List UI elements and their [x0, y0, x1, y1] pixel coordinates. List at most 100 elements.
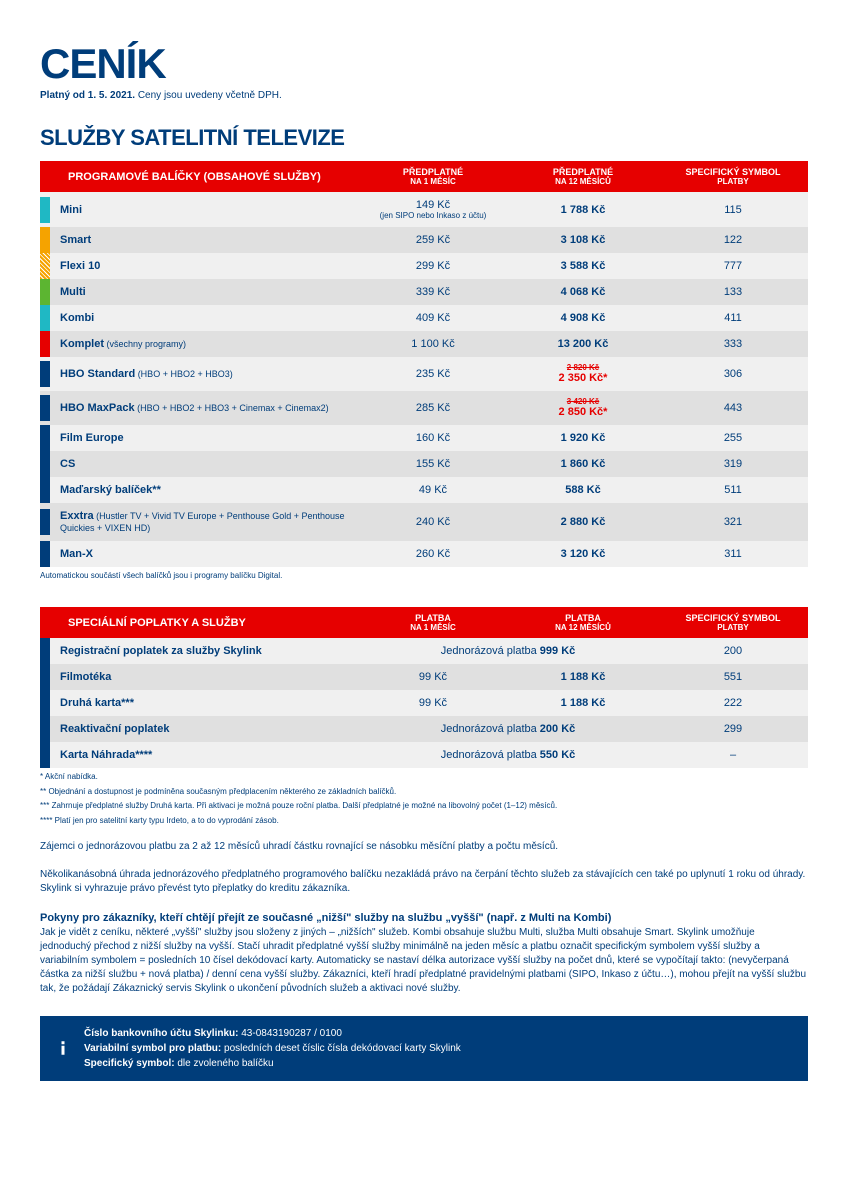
price-1m-cell: 235 Kč	[358, 357, 508, 391]
color-swatch	[40, 541, 50, 567]
price-12m-cell: 3 588 Kč	[508, 253, 658, 279]
page-subtitle: Platný od 1. 5. 2021. Ceny jsou uvedeny …	[40, 90, 808, 101]
package-name-cell: HBO MaxPack (HBO + HBO2 + HBO3 + Cinemax…	[50, 391, 358, 425]
merged-price-cell: Jednorázová platba 200 Kč	[358, 716, 658, 742]
color-swatch	[40, 509, 50, 535]
color-swatch	[40, 638, 50, 664]
package-name-cell: Mini	[50, 192, 358, 227]
symbol-cell: 411	[658, 305, 808, 331]
color-swatch	[40, 664, 50, 690]
price-12m-cell: 1 188 Kč	[508, 690, 658, 716]
fee-name-cell: Karta Náhrada****	[50, 742, 358, 768]
header-col-2: PLATBANA 1 MĚSÍC	[358, 607, 508, 638]
fees-footnote: *** Zahrnuje předplatné služby Druhá kar…	[40, 801, 808, 811]
table-row: Man-X260 Kč3 120 Kč311	[40, 541, 808, 567]
symbol-cell: 306	[658, 357, 808, 391]
price-1m-cell: 49 Kč	[358, 477, 508, 503]
table-row: Registrační poplatek za služby SkylinkJe…	[40, 638, 808, 664]
header-col-3: PLATBANA 12 MĚSÍCŮ	[508, 607, 658, 638]
package-name-cell: Man-X	[50, 541, 358, 567]
table-header-row: PROGRAMOVÉ BALÍČKY (OBSAHOVÉ SLUŽBY) PŘE…	[40, 161, 808, 192]
body-para-1: Zájemci o jednorázovou platbu za 2 až 12…	[40, 840, 808, 854]
package-name-cell: Exxtra (Hustler TV + Vivid TV Europe + P…	[50, 503, 358, 541]
body-para-3: Jak je vidět z ceníku, některé „vyšší" s…	[40, 926, 808, 996]
header-col-4: SPECIFICKÝ SYMBOLPLATBY	[658, 607, 808, 638]
package-name-cell: Maďarský balíček**	[50, 477, 358, 503]
table-row: Komplet (všechny programy)1 100 Kč13 200…	[40, 331, 808, 357]
price-1m-cell: 285 Kč	[358, 391, 508, 425]
header-col-3: PŘEDPLATNÉNA 12 MĚSÍCŮ	[508, 161, 658, 192]
price-12m-cell: 1 860 Kč	[508, 451, 658, 477]
price-1m-cell: 260 Kč	[358, 541, 508, 567]
price-12m-cell: 3 108 Kč	[508, 227, 658, 253]
color-swatch	[40, 227, 50, 253]
symbol-cell: 333	[658, 331, 808, 357]
packages-table: PROGRAMOVÉ BALÍČKY (OBSAHOVÉ SLUŽBY) PŘE…	[40, 161, 808, 567]
symbol-cell: 319	[658, 451, 808, 477]
color-swatch	[40, 253, 50, 279]
body-heading-3: Pokyny pro zákazníky, kteří chtějí přejí…	[40, 912, 808, 924]
color-swatch	[40, 305, 50, 331]
price-1m-cell: 160 Kč	[358, 425, 508, 451]
package-name-cell: CS	[50, 451, 358, 477]
price-12m-cell: 4 908 Kč	[508, 305, 658, 331]
body-para-2: Několikanásobná úhrada jednorázového pře…	[40, 868, 808, 896]
price-12m-cell: 1 788 Kč	[508, 192, 658, 227]
symbol-cell: 133	[658, 279, 808, 305]
fees-table: SPECIÁLNÍ POPLATKY A SLUŽBY PLATBANA 1 M…	[40, 607, 808, 768]
color-swatch	[40, 197, 50, 223]
symbol-cell: 255	[658, 425, 808, 451]
section-title-1: SLUŽBY SATELITNÍ TELEVIZE	[40, 125, 808, 151]
page-header: CENÍK Platný od 1. 5. 2021. Ceny jsou uv…	[40, 40, 808, 101]
table-row: HBO MaxPack (HBO + HBO2 + HBO3 + Cinemax…	[40, 391, 808, 425]
header-col-2: PŘEDPLATNÉNA 1 MĚSÍC	[358, 161, 508, 192]
price-12m-cell: 588 Kč	[508, 477, 658, 503]
table-row: CS155 Kč1 860 Kč319	[40, 451, 808, 477]
symbol-cell: 551	[658, 664, 808, 690]
symbol-cell: 115	[658, 192, 808, 227]
package-name-cell: Smart	[50, 227, 358, 253]
symbol-cell: 777	[658, 253, 808, 279]
table-row: Maďarský balíček**49 Kč588 Kč511	[40, 477, 808, 503]
color-swatch	[40, 425, 50, 451]
fee-name-cell: Druhá karta***	[50, 690, 358, 716]
page-title: CENÍK	[40, 40, 808, 88]
fees-footnote: * Akční nabídka.	[40, 772, 808, 782]
info-icon	[54, 1039, 72, 1057]
price-12m-cell: 4 068 Kč	[508, 279, 658, 305]
price-1m-cell: 299 Kč	[358, 253, 508, 279]
table-row: Flexi 10299 Kč3 588 Kč777	[40, 253, 808, 279]
table-row: Film Europe160 Kč1 920 Kč255	[40, 425, 808, 451]
price-12m-cell: 1 920 Kč	[508, 425, 658, 451]
table-row: HBO Standard (HBO + HBO2 + HBO3)235 Kč2 …	[40, 357, 808, 391]
header-col-1: SPECIÁLNÍ POPLATKY A SLUŽBY	[40, 607, 358, 638]
symbol-cell: 511	[658, 477, 808, 503]
symbol-cell: 443	[658, 391, 808, 425]
color-swatch	[40, 361, 50, 387]
price-1m-cell: 240 Kč	[358, 503, 508, 541]
price-12m-cell: 3 420 Kč2 850 Kč*	[508, 391, 658, 425]
price-1m-cell: 99 Kč	[358, 690, 508, 716]
symbol-cell: 321	[658, 503, 808, 541]
table-row: Reaktivační poplatekJednorázová platba 2…	[40, 716, 808, 742]
price-1m-cell: 259 Kč	[358, 227, 508, 253]
color-swatch	[40, 690, 50, 716]
table-row: Exxtra (Hustler TV + Vivid TV Europe + P…	[40, 503, 808, 541]
color-swatch	[40, 451, 50, 477]
table-row: Mini149 Kč(jen SIPO nebo Inkaso z účtu)1…	[40, 192, 808, 227]
fees-footnote: **** Platí jen pro satelitní karty typu …	[40, 816, 808, 826]
fee-name-cell: Filmotéka	[50, 664, 358, 690]
table-header-row: SPECIÁLNÍ POPLATKY A SLUŽBY PLATBANA 1 M…	[40, 607, 808, 638]
symbol-cell: 311	[658, 541, 808, 567]
symbol-cell: 122	[658, 227, 808, 253]
fee-name-cell: Reaktivační poplatek	[50, 716, 358, 742]
price-12m-cell: 3 120 Kč	[508, 541, 658, 567]
symbol-cell: 200	[658, 638, 808, 664]
price-1m-cell: 155 Kč	[358, 451, 508, 477]
symbol-cell: –	[658, 742, 808, 768]
merged-price-cell: Jednorázová platba 550 Kč	[358, 742, 658, 768]
price-12m-cell: 2 820 Kč2 350 Kč*	[508, 357, 658, 391]
fee-name-cell: Registrační poplatek za služby Skylink	[50, 638, 358, 664]
price-1m-cell: 149 Kč(jen SIPO nebo Inkaso z účtu)	[358, 192, 508, 227]
price-12m-cell: 2 880 Kč	[508, 503, 658, 541]
